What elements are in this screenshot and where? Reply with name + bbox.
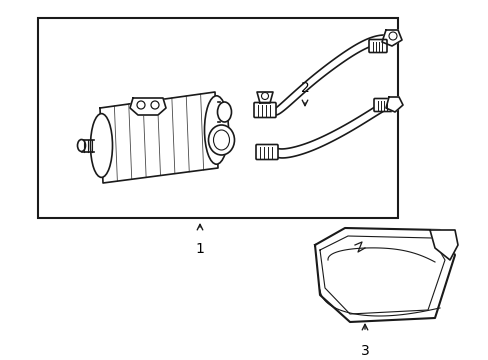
- Text: 3: 3: [360, 344, 368, 358]
- FancyBboxPatch shape: [256, 144, 278, 159]
- Ellipse shape: [217, 102, 231, 122]
- Polygon shape: [257, 92, 272, 103]
- FancyBboxPatch shape: [253, 103, 275, 117]
- Circle shape: [151, 101, 159, 109]
- Text: 1: 1: [195, 242, 204, 256]
- Polygon shape: [314, 228, 454, 322]
- Polygon shape: [100, 92, 218, 183]
- Circle shape: [388, 32, 396, 40]
- Polygon shape: [381, 30, 401, 46]
- Polygon shape: [385, 97, 402, 112]
- FancyBboxPatch shape: [373, 99, 391, 112]
- Bar: [38, 18, 397, 218]
- Polygon shape: [319, 236, 444, 314]
- Circle shape: [137, 101, 145, 109]
- Circle shape: [261, 93, 268, 99]
- Polygon shape: [130, 98, 165, 115]
- Ellipse shape: [208, 125, 234, 155]
- Ellipse shape: [204, 96, 228, 164]
- Ellipse shape: [213, 130, 229, 150]
- Ellipse shape: [90, 114, 112, 177]
- Text: 2: 2: [300, 81, 309, 95]
- FancyBboxPatch shape: [368, 40, 386, 53]
- Ellipse shape: [77, 139, 85, 152]
- Polygon shape: [429, 230, 457, 260]
